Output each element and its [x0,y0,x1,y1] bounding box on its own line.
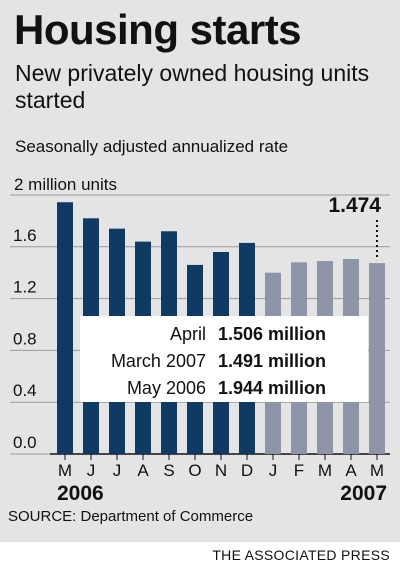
annotation-value: 1.491 million [218,351,326,371]
bar [57,202,73,454]
x-tick-label: M [58,461,72,480]
x-tick-label: J [269,461,278,480]
x-tick-label: O [188,461,201,480]
year-label-2006: 2006 [57,482,104,505]
x-tick-label: M [318,461,332,480]
annotation-label: May 2006 [127,378,206,398]
annotation-label: March 2007 [111,351,206,371]
x-tick-label: D [241,461,253,480]
annotation-value: 1.506 million [218,324,326,344]
bar [369,263,385,454]
source-note: SOURCE: Department of Commerce [8,508,254,525]
y-tick-label: 0.4 [13,381,37,400]
y-tick-label: 1.2 [13,278,37,297]
annotation-label: April [170,324,206,344]
y-tick-label: 0.8 [13,329,37,348]
x-tick-label: J [87,461,96,480]
x-tick-label: A [345,461,357,480]
x-tick-label: N [215,461,227,480]
chart-subtitle: New privately owned housing units starte… [15,60,370,113]
y-tick-label: 1.6 [13,226,37,245]
chart-note: Seasonally adjusted annualized rate [15,137,289,156]
chart-title: Housing starts [14,6,302,53]
credit-line: THE ASSOCIATED PRESS [212,547,390,563]
x-tick-label: M [370,461,384,480]
annotation-value: 1.944 million [218,378,326,398]
y-tick-label: 2 million units [14,175,117,194]
x-tick-label: F [294,461,304,480]
y-tick-label: 0.0 [13,433,37,452]
x-tick-label: J [113,461,122,480]
callout-value: 1.474 [328,194,381,217]
x-tick-label: S [163,461,174,480]
year-label-2007: 2007 [340,482,387,505]
annotation-box [80,316,368,402]
x-tick-label: A [137,461,149,480]
